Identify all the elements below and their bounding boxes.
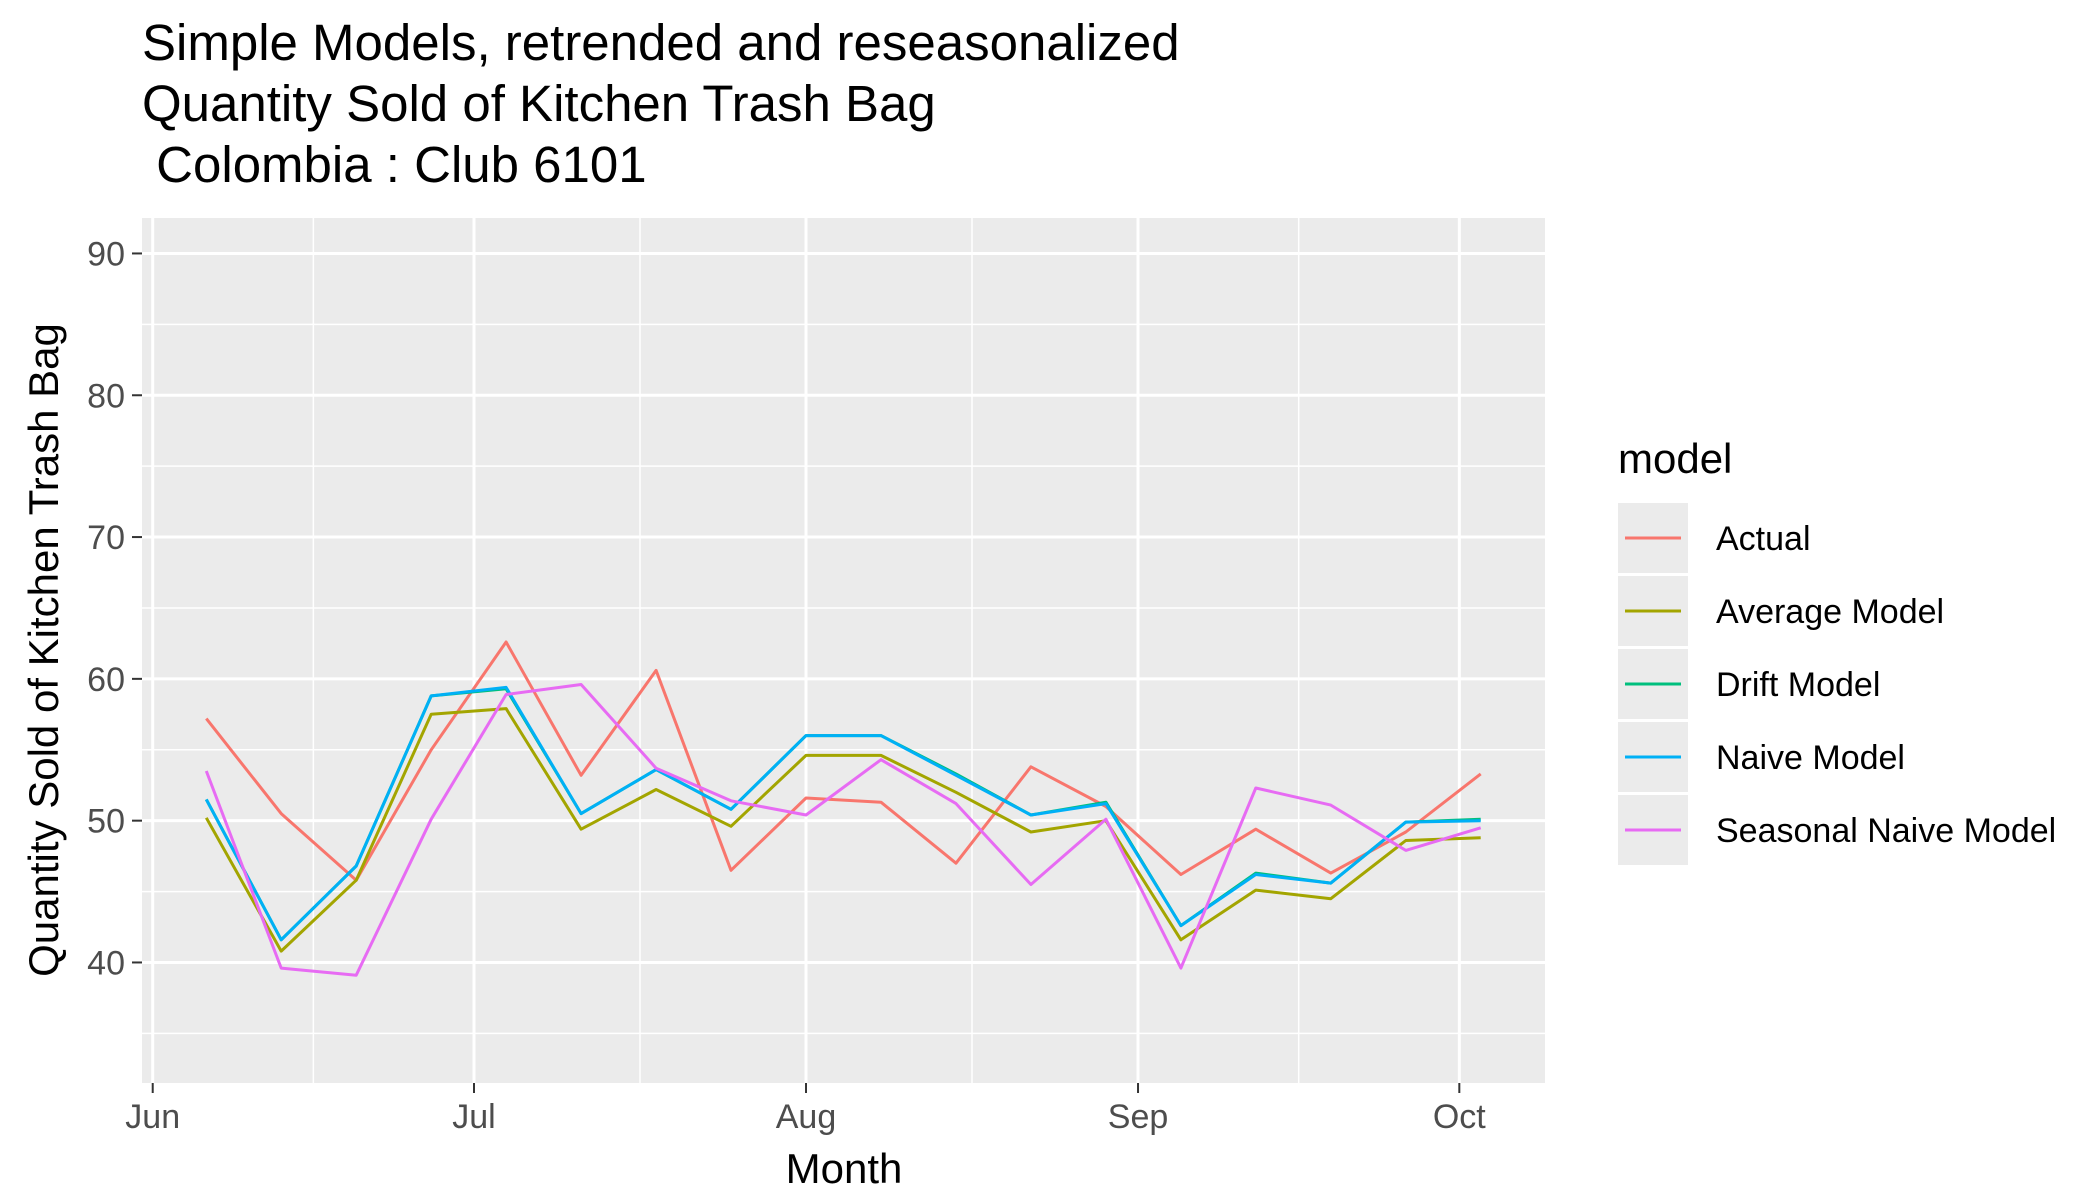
legend-label-actual: Actual [1716,520,1811,558]
x-tick-label: Oct [1433,1098,1486,1136]
legend-title: model [1618,435,1732,482]
legend-label-seasonal-naive-model: Seasonal Naive Model [1716,812,2056,850]
x-tick-label: Jun [125,1098,180,1136]
series-lines [204,640,1482,977]
legend-label-average-model: Average Model [1716,593,1944,631]
axis-ticks [132,252,1461,1093]
minor-gridlines [142,218,1545,1083]
y-axis-title: Quantity Sold of Kitchen Trash Bag [20,323,67,977]
x-tick-label: Jul [452,1098,495,1136]
legend: model Actual Average Model Drift Model Naiv… [1618,435,2056,865]
y-tick-label: 70 [87,519,125,557]
title-line-3: Colombia : Club 6101 [142,136,647,193]
y-tick-label: 40 [87,944,125,982]
major-gridlines [142,218,1545,1083]
series-line-naive-model [204,685,1481,942]
y-tick-label: 50 [87,803,125,841]
y-tick-label: 80 [87,377,125,415]
x-axis-title: Month [786,1145,903,1192]
legend-label-naive-model: Naive Model [1716,739,1905,777]
x-tick-label: Sep [1108,1098,1169,1136]
chart-title: Simple Models, retrended and reseasonali… [142,14,1180,193]
x-tick-label: Aug [776,1098,837,1136]
series-line-seasonal-naive-model [204,683,1482,977]
y-tick-label: 60 [87,661,125,699]
tick-labels: Jun Jul Aug Sep Oct 40 50 60 70 80 90 [87,235,1486,1136]
legend-items: Actual Average Model Drift Model Naive Mode… [1618,503,2056,865]
title-line-1: Simple Models, retrended and reseasonali… [142,14,1180,71]
series-line-actual [205,640,1482,882]
title-line-2: Quantity Sold of Kitchen Trash Bag [142,75,936,132]
plot-panel [142,218,1545,1083]
series-line-average-model [204,707,1481,953]
legend-label-drift-model: Drift Model [1716,666,1880,704]
y-tick-label: 90 [87,235,125,273]
